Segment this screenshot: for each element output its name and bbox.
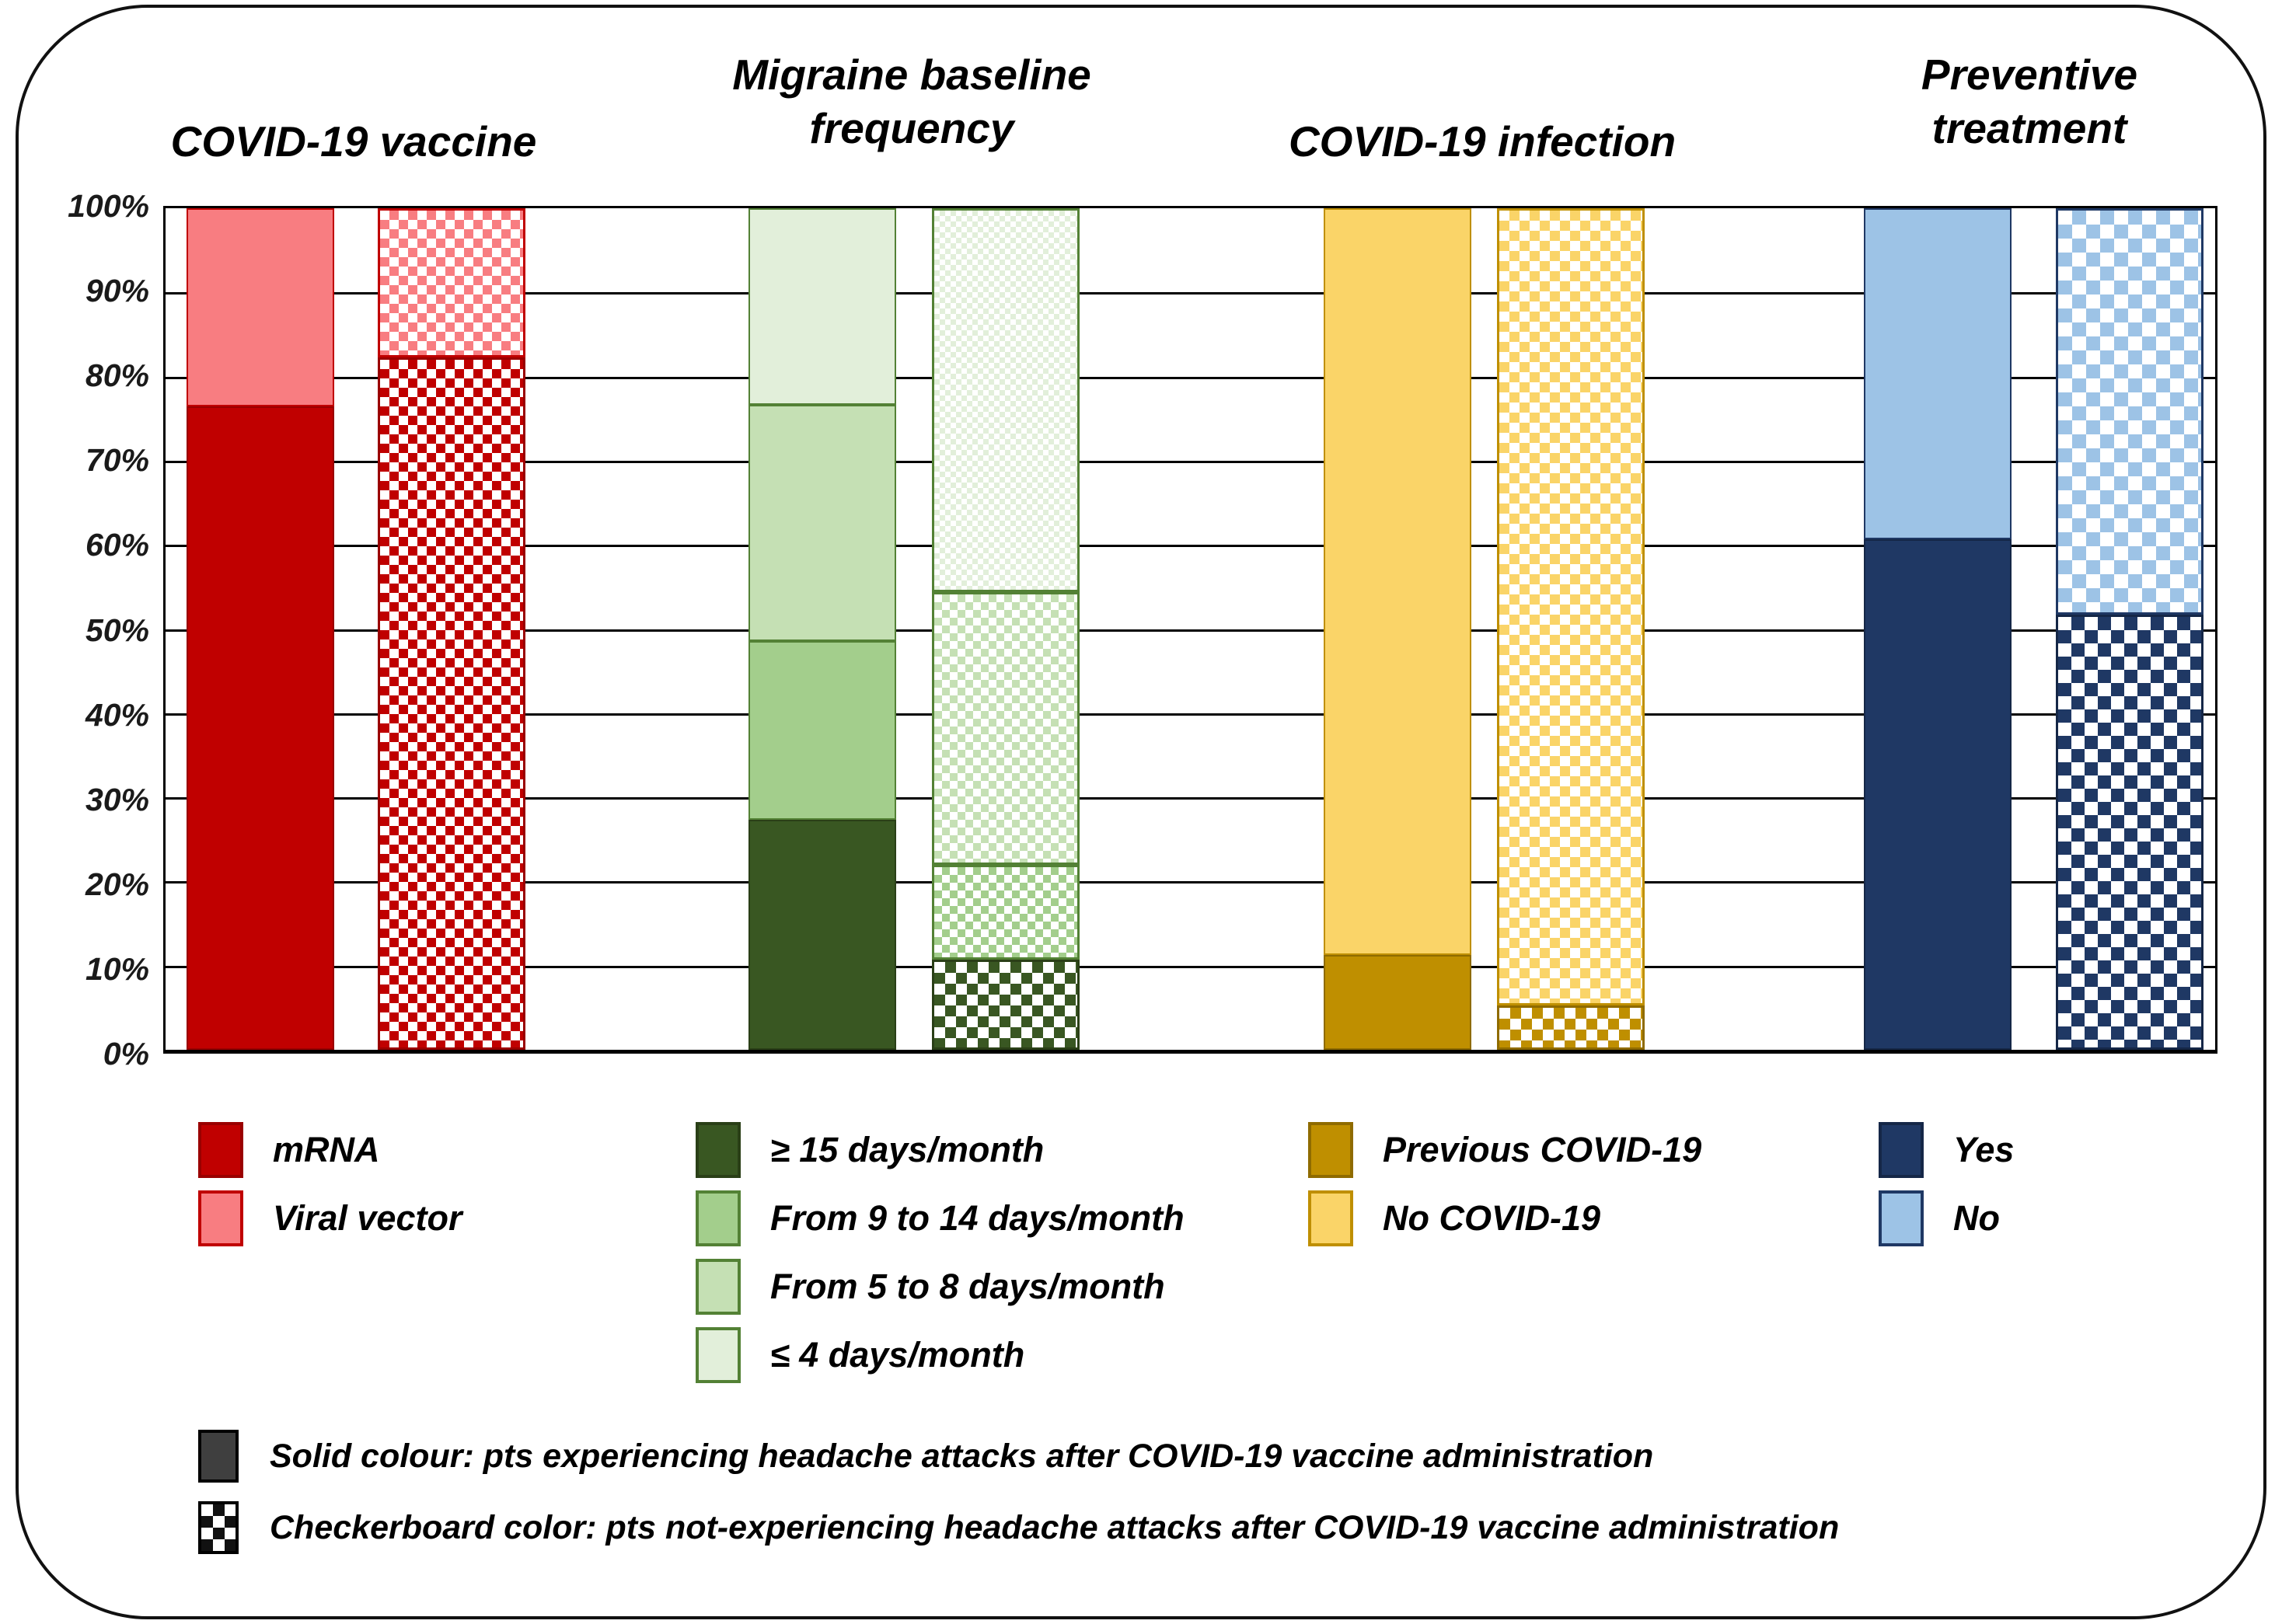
legend-label: No COVID-19 <box>1383 1198 1601 1238</box>
legend-swatch <box>1308 1122 1353 1178</box>
bar-segment <box>1864 208 2012 539</box>
legend-item: ≥ 15 days/month <box>696 1119 1044 1181</box>
legend-swatch <box>198 1190 243 1246</box>
legend-swatch <box>198 1122 243 1178</box>
legend-label: ≤ 4 days/month <box>770 1335 1025 1375</box>
gridline <box>163 797 2217 800</box>
bar-solid <box>1324 208 1471 1050</box>
legend-item: No <box>1879 1187 2000 1249</box>
bar-solid <box>1864 208 2012 1050</box>
bar-checkerboard <box>932 208 1080 1050</box>
legend-swatch <box>696 1259 741 1315</box>
gridline <box>163 965 2217 968</box>
legend-swatch <box>1879 1122 1924 1178</box>
solid-swatch <box>198 1430 239 1483</box>
group-title: COVID-19 vaccine <box>170 117 537 166</box>
legend-swatch <box>696 1190 741 1246</box>
bar-segment <box>1324 954 1471 1050</box>
note-label: Solid colour: pts experiencing headache … <box>270 1437 1654 1475</box>
legend-item: Previous COVID-19 <box>1308 1119 1701 1181</box>
legend-item: mRNA <box>198 1119 380 1181</box>
bar-segment <box>932 208 1080 592</box>
group-title: Preventive treatment <box>1921 51 2138 152</box>
bar-segment <box>378 208 525 357</box>
legend-item: Yes <box>1879 1119 2014 1181</box>
legend-label: Previous COVID-19 <box>1383 1130 1702 1169</box>
gridline <box>163 376 2217 379</box>
bar-segment <box>748 208 896 406</box>
legend-label: ≥ 15 days/month <box>770 1130 1045 1169</box>
legend-item: No COVID-19 <box>1308 1187 1600 1249</box>
bar-segment <box>932 864 1080 960</box>
bar-segment <box>378 357 525 1050</box>
bar-segment <box>1324 208 1471 955</box>
bar-segment <box>748 405 896 641</box>
y-tick-label: 10% <box>85 950 149 987</box>
checkerboard-swatch <box>198 1501 239 1554</box>
gridline <box>163 292 2217 295</box>
y-tick-label: 90% <box>85 273 149 309</box>
group-title: COVID-19 infection <box>1288 117 1677 166</box>
y-tick-label: 0% <box>103 1036 149 1072</box>
bar-solid <box>187 208 334 1050</box>
bar-segment <box>1864 538 2012 1050</box>
legend-label: From 9 to 14 days/month <box>770 1198 1185 1238</box>
pattern-note: Checkerboard color: pts not-experiencing… <box>198 1500 1839 1556</box>
bar-segment <box>1497 1005 1645 1050</box>
y-tick-label: 80% <box>85 357 149 394</box>
gridline <box>163 881 2217 884</box>
bar-checkerboard <box>2056 208 2203 1050</box>
bar-segment <box>932 591 1080 865</box>
legend-label: From 5 to 8 days/month <box>770 1267 1165 1306</box>
legend-item: ≤ 4 days/month <box>696 1324 1024 1386</box>
bar-segment <box>2056 208 2203 615</box>
y-tick-label: 30% <box>85 781 149 817</box>
y-tick-label: 40% <box>85 696 149 733</box>
gridline <box>163 460 2217 463</box>
legend-label: Viral vector <box>273 1198 462 1238</box>
legend-label: No <box>1953 1198 2000 1238</box>
bar-segment <box>187 406 334 1050</box>
legend-item: From 9 to 14 days/month <box>696 1187 1185 1249</box>
legend-label: mRNA <box>273 1130 380 1169</box>
y-tick-label: 50% <box>85 612 149 648</box>
y-tick-label: 60% <box>85 527 149 563</box>
gridline <box>163 713 2217 716</box>
plot-area <box>163 206 2217 1054</box>
note-label: Checkerboard color: pts not-experiencing… <box>270 1508 1840 1546</box>
bar-segment <box>1497 208 1645 1005</box>
y-tick-label: 100% <box>68 188 149 224</box>
legend-swatch <box>1879 1190 1924 1246</box>
y-tick-label: 70% <box>85 442 149 479</box>
legend-swatch <box>696 1122 741 1178</box>
legend-swatch <box>1308 1190 1353 1246</box>
legend-item: From 5 to 8 days/month <box>696 1256 1165 1318</box>
bar-checkerboard <box>378 208 525 1050</box>
legend-swatch <box>696 1327 741 1383</box>
bar-segment <box>2056 615 2203 1050</box>
gridline <box>163 629 2217 632</box>
bar-segment <box>187 208 334 406</box>
bar-segment <box>932 960 1080 1050</box>
bar-segment <box>748 820 896 1050</box>
legend-item: Viral vector <box>198 1187 462 1249</box>
bar-segment <box>748 640 896 821</box>
bar-checkerboard <box>1497 208 1645 1050</box>
bar-solid <box>748 208 896 1050</box>
group-title: Migraine baseline frequency <box>732 51 1091 152</box>
legend-label: Yes <box>1953 1130 2015 1169</box>
pattern-note: Solid colour: pts experiencing headache … <box>198 1428 1653 1484</box>
y-tick-label: 20% <box>85 866 149 902</box>
gridline <box>163 545 2217 548</box>
